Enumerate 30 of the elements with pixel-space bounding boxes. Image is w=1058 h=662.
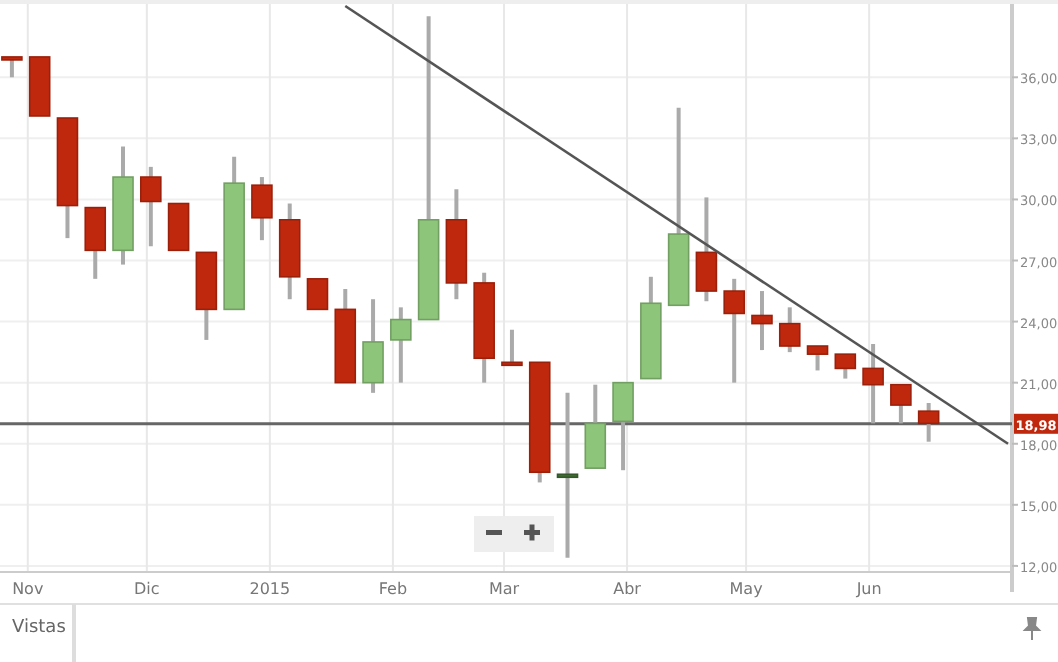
candlestick	[723, 276, 745, 385]
candlestick	[251, 175, 273, 243]
x-tick-label: Nov	[12, 580, 44, 598]
candlestick	[806, 344, 829, 373]
candlestick	[140, 164, 162, 249]
candlestick	[695, 195, 718, 304]
text: Vistas	[12, 618, 67, 638]
candlestick	[306, 278, 329, 311]
candlestick	[501, 327, 523, 367]
candlestick	[167, 202, 190, 252]
x-tick-label: May	[729, 580, 764, 598]
candlestick	[584, 382, 607, 471]
candlestick	[917, 401, 940, 444]
candlestick	[862, 341, 884, 426]
x-tick-label: Jun	[854, 580, 882, 598]
candlestick	[362, 297, 384, 395]
candlestick	[1, 54, 23, 80]
candlestick	[751, 289, 773, 353]
x-tick-label: Abr	[613, 580, 643, 598]
candlestick	[890, 382, 912, 426]
candlestick	[778, 305, 801, 355]
x-tick-label: 2015	[249, 580, 291, 598]
x-tick-label: Mar	[488, 580, 521, 598]
candlestick	[556, 390, 579, 560]
candlestick	[612, 380, 634, 473]
x-tick-label: Dic	[134, 580, 160, 598]
x-tick-label: Feb	[378, 580, 408, 598]
candlestick	[84, 205, 107, 281]
candlestick	[834, 352, 857, 381]
candlestick	[390, 305, 412, 385]
